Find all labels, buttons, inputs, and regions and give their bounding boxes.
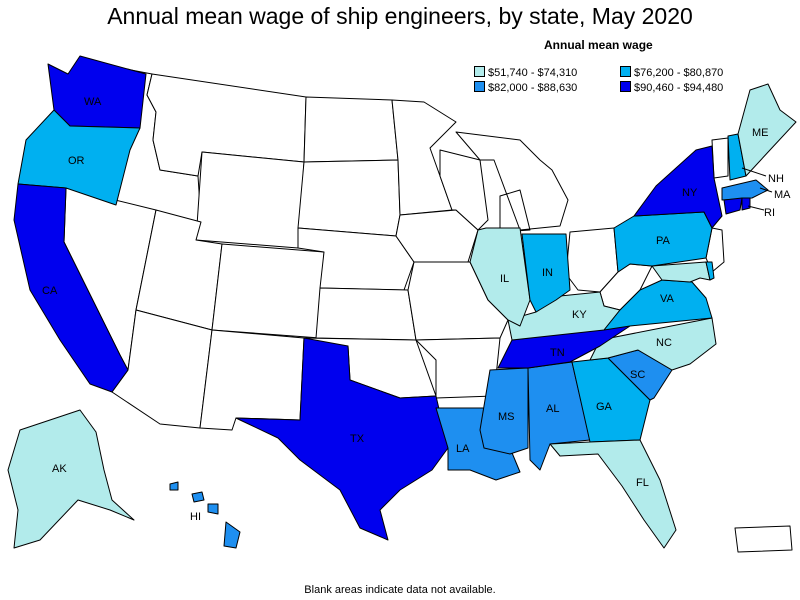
legend-swatch-tier3 (474, 81, 485, 92)
label-AK: AK (52, 463, 67, 475)
state-IN[interactable] (521, 233, 571, 313)
label-TX: TX (350, 433, 365, 445)
label-IL: IL (500, 273, 509, 285)
state-MA[interactable] (721, 179, 769, 201)
label-KY: KY (572, 309, 587, 321)
legend-item-tier3: $82,000 - $88,630 (474, 81, 577, 95)
label-AL: AL (546, 403, 559, 415)
leader-nh (741, 167, 767, 177)
label-VA: VA (660, 293, 675, 305)
label-MA: MA (774, 189, 791, 201)
state-NY[interactable] (633, 145, 723, 229)
label-IN: IN (542, 267, 553, 279)
legend-label-tier2: $76,200 - $80,870 (634, 67, 724, 79)
state-FL[interactable] (549, 439, 677, 549)
state-WY[interactable] (195, 151, 305, 249)
legend-label-tier3: $82,000 - $88,630 (488, 82, 578, 94)
hi-island-kauai[interactable] (169, 481, 179, 491)
label-FL: FL (636, 477, 649, 489)
hi-island-maui[interactable] (207, 503, 219, 515)
legend-label-tier4: $90,460 - $94,480 (634, 82, 724, 94)
label-NC: NC (656, 337, 672, 349)
state-TX[interactable] (235, 337, 449, 541)
state-WI[interactable] (439, 149, 489, 231)
label-RI: RI (764, 207, 775, 219)
state-DE[interactable] (705, 261, 715, 281)
label-SC: SC (630, 369, 645, 381)
hi-island-oahu[interactable] (191, 491, 205, 503)
state-VA[interactable] (603, 279, 713, 331)
state-IL[interactable] (469, 227, 531, 327)
legend-swatch-tier4 (620, 81, 631, 92)
state-HI[interactable] (169, 481, 241, 549)
label-OR: OR (68, 155, 85, 167)
footnote: Blank areas indicate data not available. (304, 584, 496, 596)
state-ME[interactable] (737, 83, 797, 177)
label-HI: HI (190, 511, 201, 523)
state-AR[interactable] (415, 337, 501, 399)
blank-states (63, 69, 793, 553)
legend-title: Annual mean wage (544, 38, 653, 52)
legend-item-tier2: $76,200 - $80,870 (620, 66, 723, 80)
label-MS: MS (498, 411, 515, 423)
label-PA: PA (656, 235, 671, 247)
legend-item-tier1: $51,740 - $74,310 (474, 66, 577, 80)
state-PR[interactable] (734, 525, 793, 553)
legend-label-tier1: $51,740 - $74,310 (488, 67, 578, 79)
state-KS[interactable] (315, 287, 417, 341)
label-TN: TN (550, 347, 565, 359)
state-NC[interactable] (589, 317, 717, 371)
state-NM[interactable] (199, 329, 305, 431)
state-OR[interactable] (17, 109, 141, 206)
state-SD[interactable] (297, 159, 401, 237)
leader-ri (747, 205, 765, 211)
state-CO[interactable] (211, 243, 325, 339)
state-AK[interactable] (7, 409, 135, 549)
map-title: Annual mean wage of ship engineers, by s… (107, 3, 693, 29)
label-LA: LA (456, 443, 470, 455)
label-CA: CA (42, 285, 58, 297)
label-NY: NY (682, 187, 698, 199)
label-NH: NH (768, 173, 784, 185)
hi-island-big[interactable] (223, 521, 241, 549)
state-CA[interactable] (13, 183, 129, 393)
leader-ma (759, 187, 773, 193)
label-WA: WA (84, 96, 102, 108)
state-VT[interactable] (711, 137, 729, 179)
label-ME: ME (752, 127, 769, 139)
legend-item-tier4: $90,460 - $94,480 (620, 81, 723, 95)
legend-swatch-tier2 (620, 66, 631, 77)
state-MI[interactable] (455, 131, 569, 233)
label-GA: GA (596, 401, 613, 413)
legend-swatch-tier1 (474, 66, 485, 77)
state-WA[interactable] (47, 55, 147, 129)
state-RI[interactable] (741, 197, 751, 211)
state-CT[interactable] (723, 197, 743, 215)
state-ND[interactable] (303, 96, 399, 163)
